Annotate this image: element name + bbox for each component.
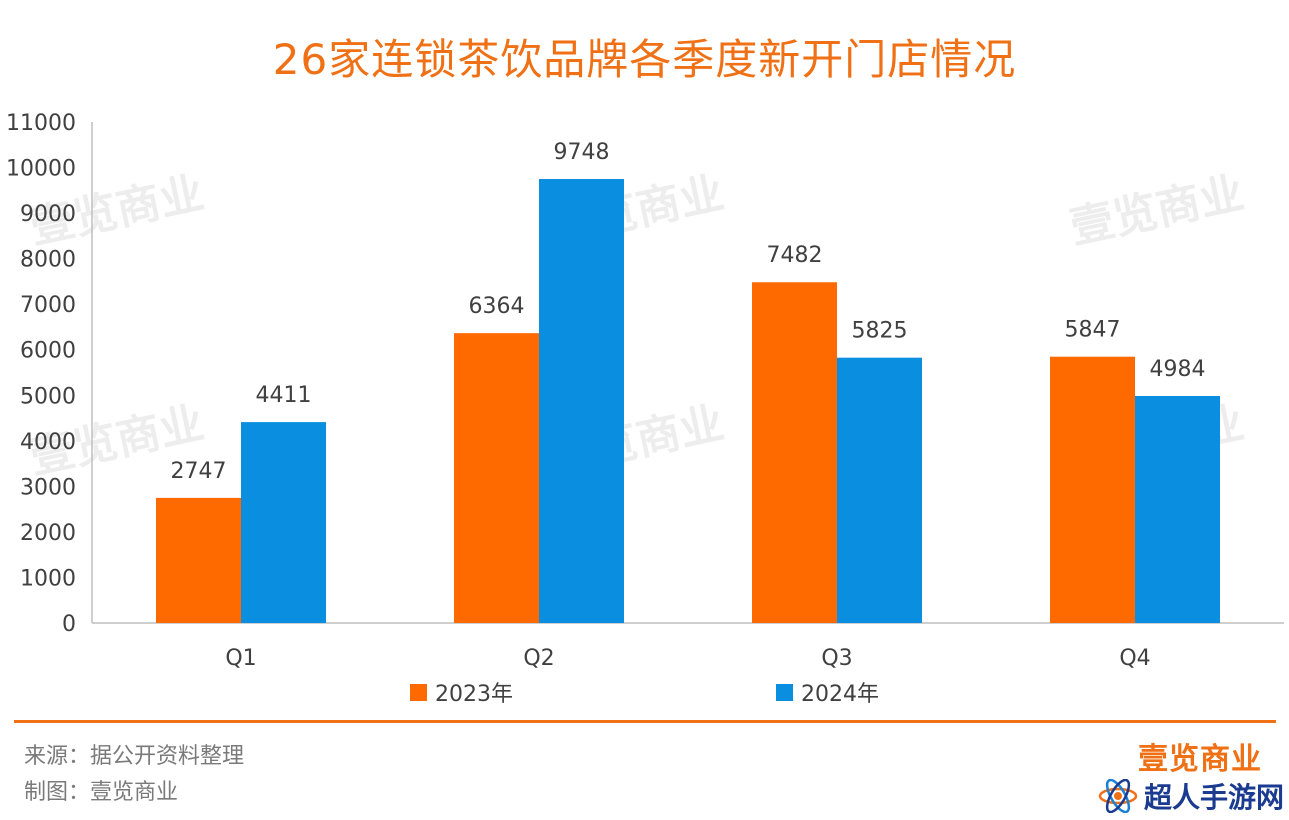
brand-logo: 壹览商业 <box>1138 742 1262 777</box>
data-label: 9748 <box>554 140 610 165</box>
y-tick-label: 6000 <box>20 339 76 364</box>
legend-swatch-2024 <box>776 683 793 701</box>
bar-q4-0 <box>1050 356 1135 623</box>
y-tick-label: 11000 <box>6 111 76 136</box>
x-tick-label: Q2 <box>523 646 554 671</box>
x-tick-label: Q4 <box>1119 646 1150 671</box>
y-tick-label: 9000 <box>20 202 76 227</box>
y-tick-label: 3000 <box>20 475 76 500</box>
bar-q1-1 <box>241 422 326 623</box>
bar-q3-0 <box>752 282 837 623</box>
x-tick-label: Q1 <box>225 646 256 671</box>
data-label: 5825 <box>852 319 908 344</box>
bar-q4-1 <box>1135 396 1220 623</box>
footer-divider <box>14 720 1276 723</box>
bar-q3-1 <box>837 357 922 623</box>
partner-name: 超人手游网 <box>1144 781 1285 814</box>
y-tick-label: 10000 <box>6 157 76 182</box>
y-tick-label: 1000 <box>20 566 76 591</box>
y-tick-label: 7000 <box>20 293 76 318</box>
chart-title: 26家连锁茶饮品牌各季度新开门店情况 <box>272 35 1017 84</box>
y-tick-label: 8000 <box>20 248 76 273</box>
made-by-note: 制图：壹览商业 <box>24 780 179 805</box>
y-tick-label: 0 <box>62 612 76 637</box>
legend-swatch-2023 <box>410 683 427 701</box>
data-label: 5847 <box>1065 318 1121 343</box>
atom-icon <box>1098 779 1138 813</box>
legend-item-2024: 2024年 <box>776 676 879 708</box>
data-label: 4984 <box>1150 357 1206 382</box>
data-label: 4411 <box>256 383 312 408</box>
data-label: 6364 <box>469 294 525 319</box>
y-tick-label: 2000 <box>20 521 76 546</box>
y-tick-label: 5000 <box>20 384 76 409</box>
legend-item-2023: 2023年 <box>410 676 513 708</box>
partner-logo: 超人手游网 <box>1098 776 1284 816</box>
y-tick-label: 4000 <box>20 430 76 455</box>
data-label: 7482 <box>767 243 823 268</box>
source-note: 来源：据公开资料整理 <box>24 744 245 769</box>
bar-q1-0 <box>156 497 241 623</box>
data-label: 2747 <box>171 459 227 484</box>
bar-q2-0 <box>454 333 539 623</box>
legend-label-2024: 2024年 <box>801 682 879 707</box>
legend-label-2023: 2023年 <box>435 682 513 707</box>
bar-q2-1 <box>539 179 624 624</box>
watermark-text: 壹览商业 <box>1066 168 1249 254</box>
x-tick-label: Q3 <box>821 646 852 671</box>
bar-chart: 壹览商业壹览商业壹览商业壹览商业壹览商业壹览商业0100020003000400… <box>6 111 1284 671</box>
